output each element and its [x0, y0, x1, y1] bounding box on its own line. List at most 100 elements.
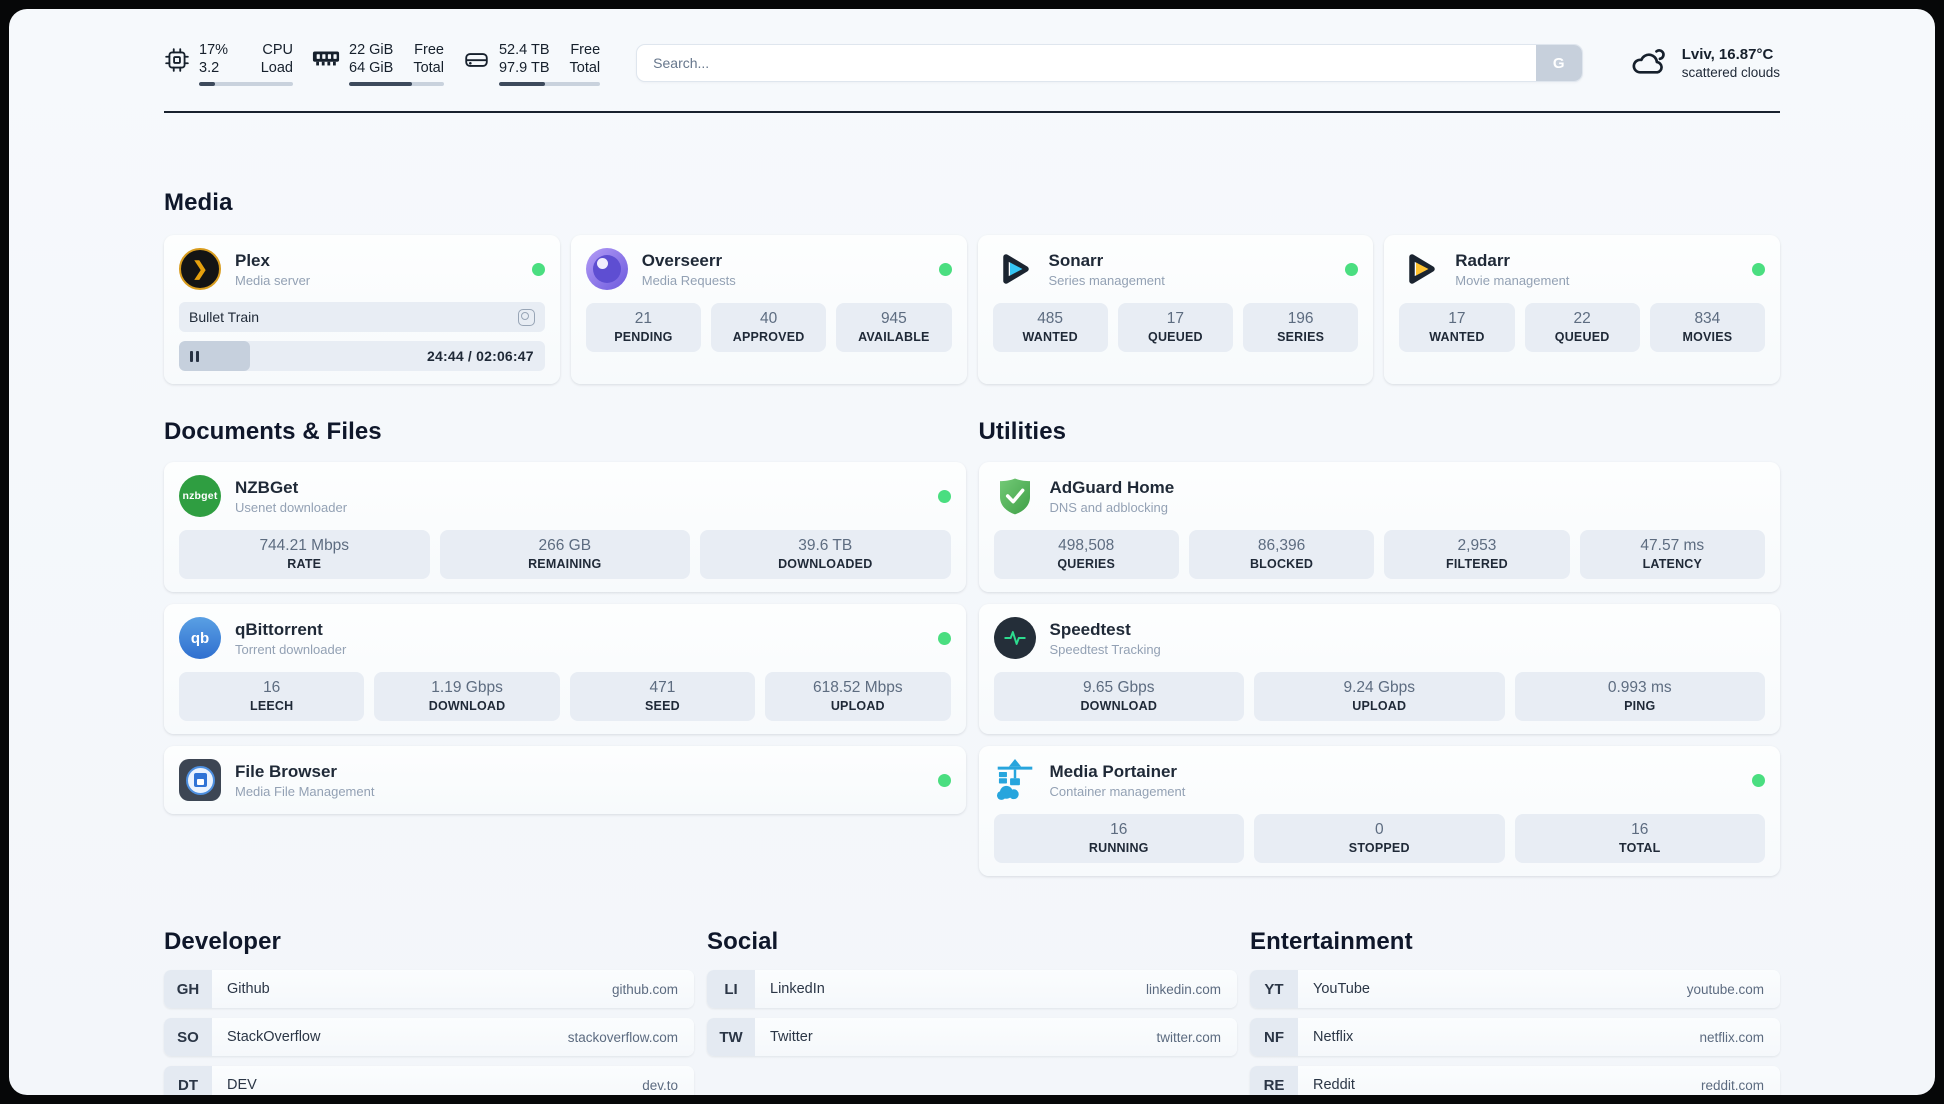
app-card-speedtest[interactable]: Speedtest Speedtest Tracking 9.65 Gbps D…	[978, 604, 1780, 734]
cpu-progress-fill	[199, 81, 215, 86]
stats-row: 498,508 QUERIES 86,396 BLOCKED 2,953 FIL…	[993, 530, 1765, 579]
bookmark-name: Github	[227, 981, 270, 997]
weather-widget[interactable]: Lviv, 16.87°C scattered clouds	[1629, 45, 1780, 82]
stat-label: STOPPED	[1348, 841, 1410, 855]
app-subtitle: Movie management	[1455, 272, 1570, 288]
stat-queued: 22 QUEUED	[1524, 303, 1640, 352]
stats-row: 17 WANTED 22 QUEUED 834 MOVIES	[1399, 303, 1765, 352]
entertainment-bookmarks: Entertainment YT YouTube youtube.com NF …	[1250, 928, 1780, 1095]
stats-row: 16 RUNNING 0 STOPPED 16 TOTAL	[993, 814, 1765, 863]
stat-label: MOVIES	[1682, 330, 1733, 344]
bookmark-url: github.com	[611, 981, 678, 997]
bookmark-name: Netflix	[1313, 1029, 1354, 1045]
memory-total-label: Total	[413, 59, 444, 76]
app-card-sonarr[interactable]: Sonarr Series management 485 WANTED 17 Q…	[977, 235, 1374, 384]
bookmark-url: stackoverflow.com	[567, 1029, 678, 1045]
disk-free-value: 52.4 TB	[498, 41, 550, 58]
stat-label: BLOCKED	[1249, 557, 1314, 571]
nzbget-wordmark: nzbget	[182, 490, 218, 502]
bookmark-netflix[interactable]: NF Netflix netflix.com	[1250, 1018, 1780, 1056]
cast-icon[interactable]	[517, 308, 535, 326]
status-dot	[1752, 262, 1765, 276]
sonarr-icon	[993, 248, 1035, 290]
cpu-icon	[164, 47, 190, 73]
stat-label: UPLOAD	[1352, 699, 1407, 713]
search-input[interactable]	[637, 45, 1536, 81]
stat-label: REMAINING	[528, 557, 602, 571]
bookmark-name: Twitter	[770, 1029, 813, 1045]
stats-row: 21 PENDING 40 APPROVED 945 AVAILABLE	[585, 303, 952, 352]
stat-label: WANTED	[1022, 330, 1078, 344]
stat-queries: 498,508 QUERIES	[993, 530, 1179, 579]
stat-value: 9.65 Gbps	[1082, 679, 1155, 696]
cpu-usage-label: CPU	[262, 41, 293, 58]
pause-icon[interactable]	[190, 350, 199, 362]
disk-icon	[463, 47, 490, 73]
app-card-portainer[interactable]: Media Portainer Container management 16 …	[978, 746, 1780, 876]
app-card-radarr[interactable]: Radarr Movie management 17 WANTED 22 QUE…	[1384, 235, 1780, 384]
bookmark-url: twitter.com	[1156, 1029, 1221, 1045]
cpu-load-value: 3.2	[199, 59, 220, 76]
bookmark-youtube[interactable]: YT YouTube youtube.com	[1250, 970, 1780, 1008]
bookmark-dev[interactable]: DT DEV dev.to	[164, 1066, 694, 1095]
app-card-adguard[interactable]: AdGuard Home DNS and adblocking 498,508 …	[978, 462, 1780, 592]
bookmark-twitter[interactable]: TW Twitter twitter.com	[707, 1018, 1237, 1056]
stat-label: AVAILABLE	[858, 330, 930, 344]
bookmark-name: LinkedIn	[770, 981, 825, 997]
stat-upload: 618.52 Mbps UPLOAD	[765, 672, 951, 721]
memory-free-value: 22 GiB	[349, 41, 394, 58]
section-title-social: Social	[707, 928, 779, 955]
app-subtitle: Usenet downloader	[235, 499, 348, 515]
app-card-nzbget[interactable]: nzbget NZBGet Usenet downloader 744.21 M…	[164, 462, 966, 592]
stat-label: QUERIES	[1057, 557, 1116, 571]
app-title: Media Portainer	[1049, 761, 1178, 781]
bookmark-stackoverflow[interactable]: SO StackOverflow stackoverflow.com	[164, 1018, 694, 1056]
app-title: Speedtest	[1049, 619, 1131, 639]
nzbget-icon: nzbget	[179, 475, 221, 517]
bookmark-name: YouTube	[1313, 981, 1370, 997]
memory-free-label: Free	[414, 41, 444, 58]
bookmark-abbr: GH	[164, 970, 212, 1008]
cloud-icon	[1629, 45, 1669, 82]
stat-download: 9.65 Gbps DOWNLOAD	[993, 672, 1244, 721]
bookmark-linkedin[interactable]: LI LinkedIn linkedin.com	[707, 970, 1237, 1008]
disk-free-label: Free	[570, 41, 601, 58]
disk-total-label: Total	[569, 59, 601, 76]
cpu-progress-bar	[199, 81, 293, 86]
qbittorrent-icon: qb	[179, 617, 221, 659]
bookmark-github[interactable]: GH Github github.com	[164, 970, 694, 1008]
stat-label: TOTAL	[1618, 841, 1661, 855]
disk-progress-fill	[498, 81, 545, 86]
stat-value: 17	[1166, 310, 1184, 327]
bookmark-abbr: TW	[707, 1018, 755, 1056]
app-card-qbittorrent[interactable]: qb qBittorrent Torrent downloader 16	[164, 604, 966, 734]
stat-value: 945	[880, 310, 907, 327]
stat-value: 471	[649, 679, 676, 696]
weather-condition: scattered clouds	[1681, 64, 1780, 80]
cpu-usage-value: 17%	[199, 41, 229, 58]
bookmark-reddit[interactable]: RE Reddit reddit.com	[1250, 1066, 1780, 1095]
status-dot	[531, 262, 545, 276]
bookmark-abbr: DT	[164, 1066, 212, 1095]
stat-label: DOWNLOAD	[1080, 699, 1158, 713]
bookmark-url: dev.to	[642, 1077, 678, 1093]
stat-filtered: 2,953 FILTERED	[1384, 530, 1570, 579]
app-card-overseerr[interactable]: Overseerr Media Requests 21 PENDING 40 A…	[570, 235, 967, 384]
stat-value: 86,396	[1257, 537, 1306, 554]
overseerr-icon	[585, 248, 628, 290]
stats-row: 9.65 Gbps DOWNLOAD 9.24 Gbps UPLOAD 0.99…	[993, 672, 1765, 721]
stat-label: LATENCY	[1642, 557, 1703, 571]
stats-row: 16 LEECH 1.19 Gbps DOWNLOAD 471 SEED	[179, 672, 951, 721]
stat-wanted: 17 WANTED	[1399, 303, 1515, 352]
app-subtitle: Media Requests	[641, 272, 736, 288]
stat-value: 9.24 Gbps	[1343, 679, 1416, 696]
search-provider-button[interactable]: G	[1535, 45, 1582, 81]
status-dot	[1345, 262, 1359, 276]
utilities-column: Utilities	[978, 418, 1780, 876]
playback-time: 24:44 / 02:06:47	[427, 348, 534, 364]
app-card-filebrowser[interactable]: File Browser Media File Management	[164, 746, 966, 814]
stat-label: APPROVED	[732, 330, 805, 344]
stat-label: RUNNING	[1088, 841, 1149, 855]
app-subtitle: Media File Management	[235, 783, 375, 799]
app-card-plex[interactable]: ❯ Plex Media server Bullet Train 24:44 /…	[164, 235, 560, 384]
